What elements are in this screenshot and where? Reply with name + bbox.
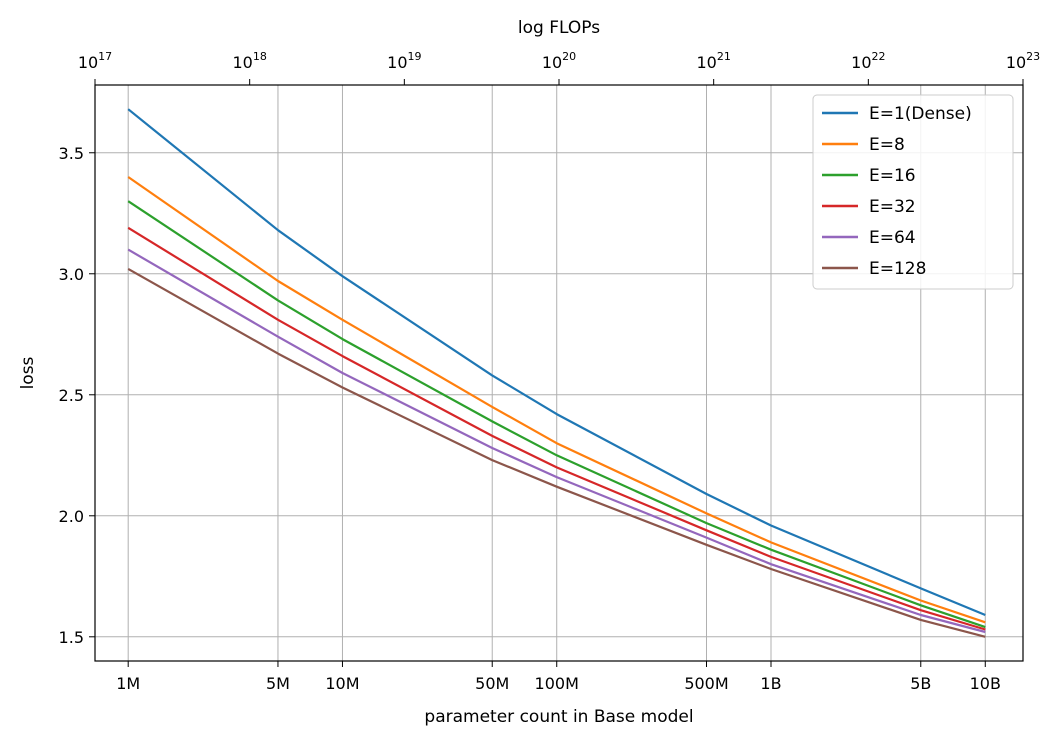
top-tick-label: 1023 xyxy=(1006,50,1040,72)
top-tick-label: 1022 xyxy=(851,50,885,72)
x-tick-label: 50M xyxy=(475,674,509,693)
legend-box xyxy=(812,94,1014,290)
legend-label: E=16 xyxy=(869,166,916,186)
top-tick-label: 1017 xyxy=(78,50,112,72)
series-layer xyxy=(127,108,986,638)
y-tick-label: 2.0 xyxy=(59,507,84,526)
y-tick-label: 1.5 xyxy=(59,628,84,647)
x-tick-label: 10B xyxy=(970,674,1001,693)
series-line xyxy=(127,248,986,634)
series-line xyxy=(127,226,986,631)
legend: E=1(Dense) E=8 E=16 E=32 E=64 E=128 xyxy=(812,94,1014,290)
x-tick-label: 1B xyxy=(760,674,781,693)
top-tick-label: 1020 xyxy=(542,50,576,72)
x-axis-title: parameter count in Base model xyxy=(424,707,693,727)
y-axis-title: loss xyxy=(18,356,38,389)
series-line xyxy=(127,176,986,624)
legend-label: E=32 xyxy=(869,197,916,217)
y-tick-label: 3.0 xyxy=(59,265,84,284)
series-line xyxy=(127,200,986,629)
top-tick-label: 1018 xyxy=(232,50,266,72)
top-tick-label: 1019 xyxy=(387,50,421,72)
legend-label: E=8 xyxy=(869,135,905,155)
y-tick-label: 3.5 xyxy=(59,144,84,163)
ticks: 1M 5M 10M 50M 100M 500M 1B 5B 10B 1.5 2.0 2.5 3.0 3.5… xyxy=(59,50,1041,693)
x-tick-label: 10M xyxy=(325,674,359,693)
x-tick-label: 100M xyxy=(535,674,579,693)
top-tick-label: 1021 xyxy=(696,50,730,72)
y-tick-label: 2.5 xyxy=(59,386,84,405)
series-line xyxy=(127,267,986,638)
legend-label: E=1(Dense) xyxy=(869,104,972,124)
x-tick-label: 5M xyxy=(266,674,290,693)
x-tick-label: 1M xyxy=(116,674,140,693)
legend-label: E=64 xyxy=(869,228,916,248)
series-line xyxy=(127,108,986,617)
top-axis-title: log FLOPs xyxy=(518,18,600,38)
legend-label: E=128 xyxy=(869,259,926,279)
x-tick-label: 500M xyxy=(684,674,728,693)
x-tick-label: 5B xyxy=(910,674,931,693)
